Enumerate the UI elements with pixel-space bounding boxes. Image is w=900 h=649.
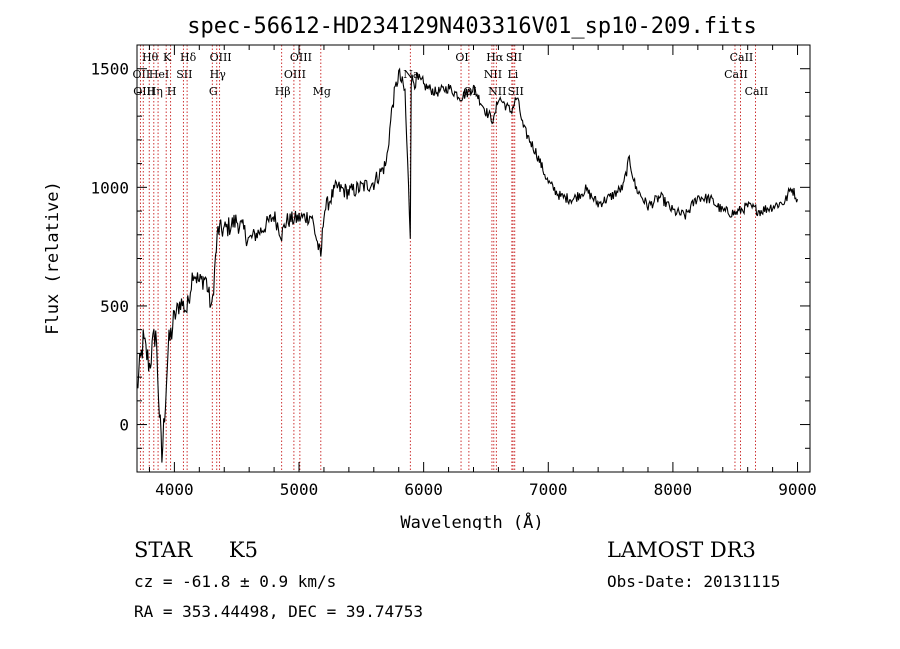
x-axis-label: Wavelength (Å) [400, 511, 543, 530]
spectral-line-label: OIII [284, 68, 306, 81]
y-tick-label: 1000 [90, 178, 129, 197]
spectrum-chart: spec-56612-HD234129N403316V01_sp10-209.f… [43, 14, 817, 530]
spectral-line-label: Hβ [275, 85, 291, 98]
spectral-line-label: OII [133, 68, 151, 81]
object-class: STAR K5 [134, 538, 258, 562]
spectral-line-label: Mg [313, 85, 331, 98]
spectral-line-label: K [163, 51, 172, 64]
spectral-line-label: Hα [486, 51, 504, 64]
plot-frame [136, 44, 811, 473]
spectral-line-label: SII [508, 85, 524, 98]
spectral-line-label: NII [488, 85, 506, 98]
spectral-line-label: Hγ [210, 68, 227, 81]
x-tick-label: 7000 [529, 480, 568, 499]
ticks-layer: 4000 5000 6000 7000 8000 9000 0 500 1000 1500 [90, 44, 817, 499]
spectral-line-label: OIII [210, 51, 232, 64]
x-tick-label: 4000 [155, 480, 194, 499]
spectrum-line [136, 67, 799, 463]
y-tick-label: 0 [119, 416, 129, 435]
class-value: STAR [134, 538, 193, 562]
spectral-line-label: OIII [290, 51, 312, 64]
spectral-line-label: NII [484, 68, 502, 81]
spectral-line-label: Hη [147, 85, 163, 98]
chart-title: spec-56612-HD234129N403316V01_sp10-209.f… [187, 14, 757, 39]
spectral-line-label: OIII [133, 85, 155, 98]
redshift-info: cz = -61.8 ± 0.9 km/s [134, 572, 337, 591]
spectral-line-label: SII [506, 51, 522, 64]
spectrum-layer [136, 67, 799, 463]
x-tick-label: 5000 [280, 480, 319, 499]
obs-date: Obs-Date: 20131115 [607, 572, 781, 591]
spectral-line-label: CaII [730, 51, 754, 64]
y-axis-label: Flux (relative) [43, 181, 63, 335]
y-tick-label: 500 [100, 297, 129, 316]
subclass-value: K5 [228, 538, 258, 562]
x-tick-label: 8000 [654, 480, 693, 499]
spectral-line-label: HeI [149, 68, 169, 81]
survey-name: LAMOST DR3 [607, 538, 756, 562]
spectral-line-label: OI [455, 51, 468, 64]
coordinates: RA = 353.44498, DEC = 39.74753 [134, 602, 423, 621]
spectral-line-label: Hδ [180, 51, 197, 64]
spectral-line-label: G [209, 85, 218, 98]
spectral-line-label: CaII [745, 85, 769, 98]
spectral-line-label: H [167, 85, 177, 98]
x-tick-label: 9000 [778, 480, 817, 499]
spectral-lines-layer: OII OIII Hθ Hη HeI K H SII Hδ G Hγ OIII Hβ OIII OIII Mg… [133, 45, 769, 472]
spectral-line-label: SII [176, 68, 192, 81]
y-tick-label: 1500 [90, 60, 129, 79]
x-tick-label: 6000 [404, 480, 443, 499]
spectral-line-label: CaII [724, 68, 748, 81]
spectral-line-label: Hθ [142, 51, 159, 64]
